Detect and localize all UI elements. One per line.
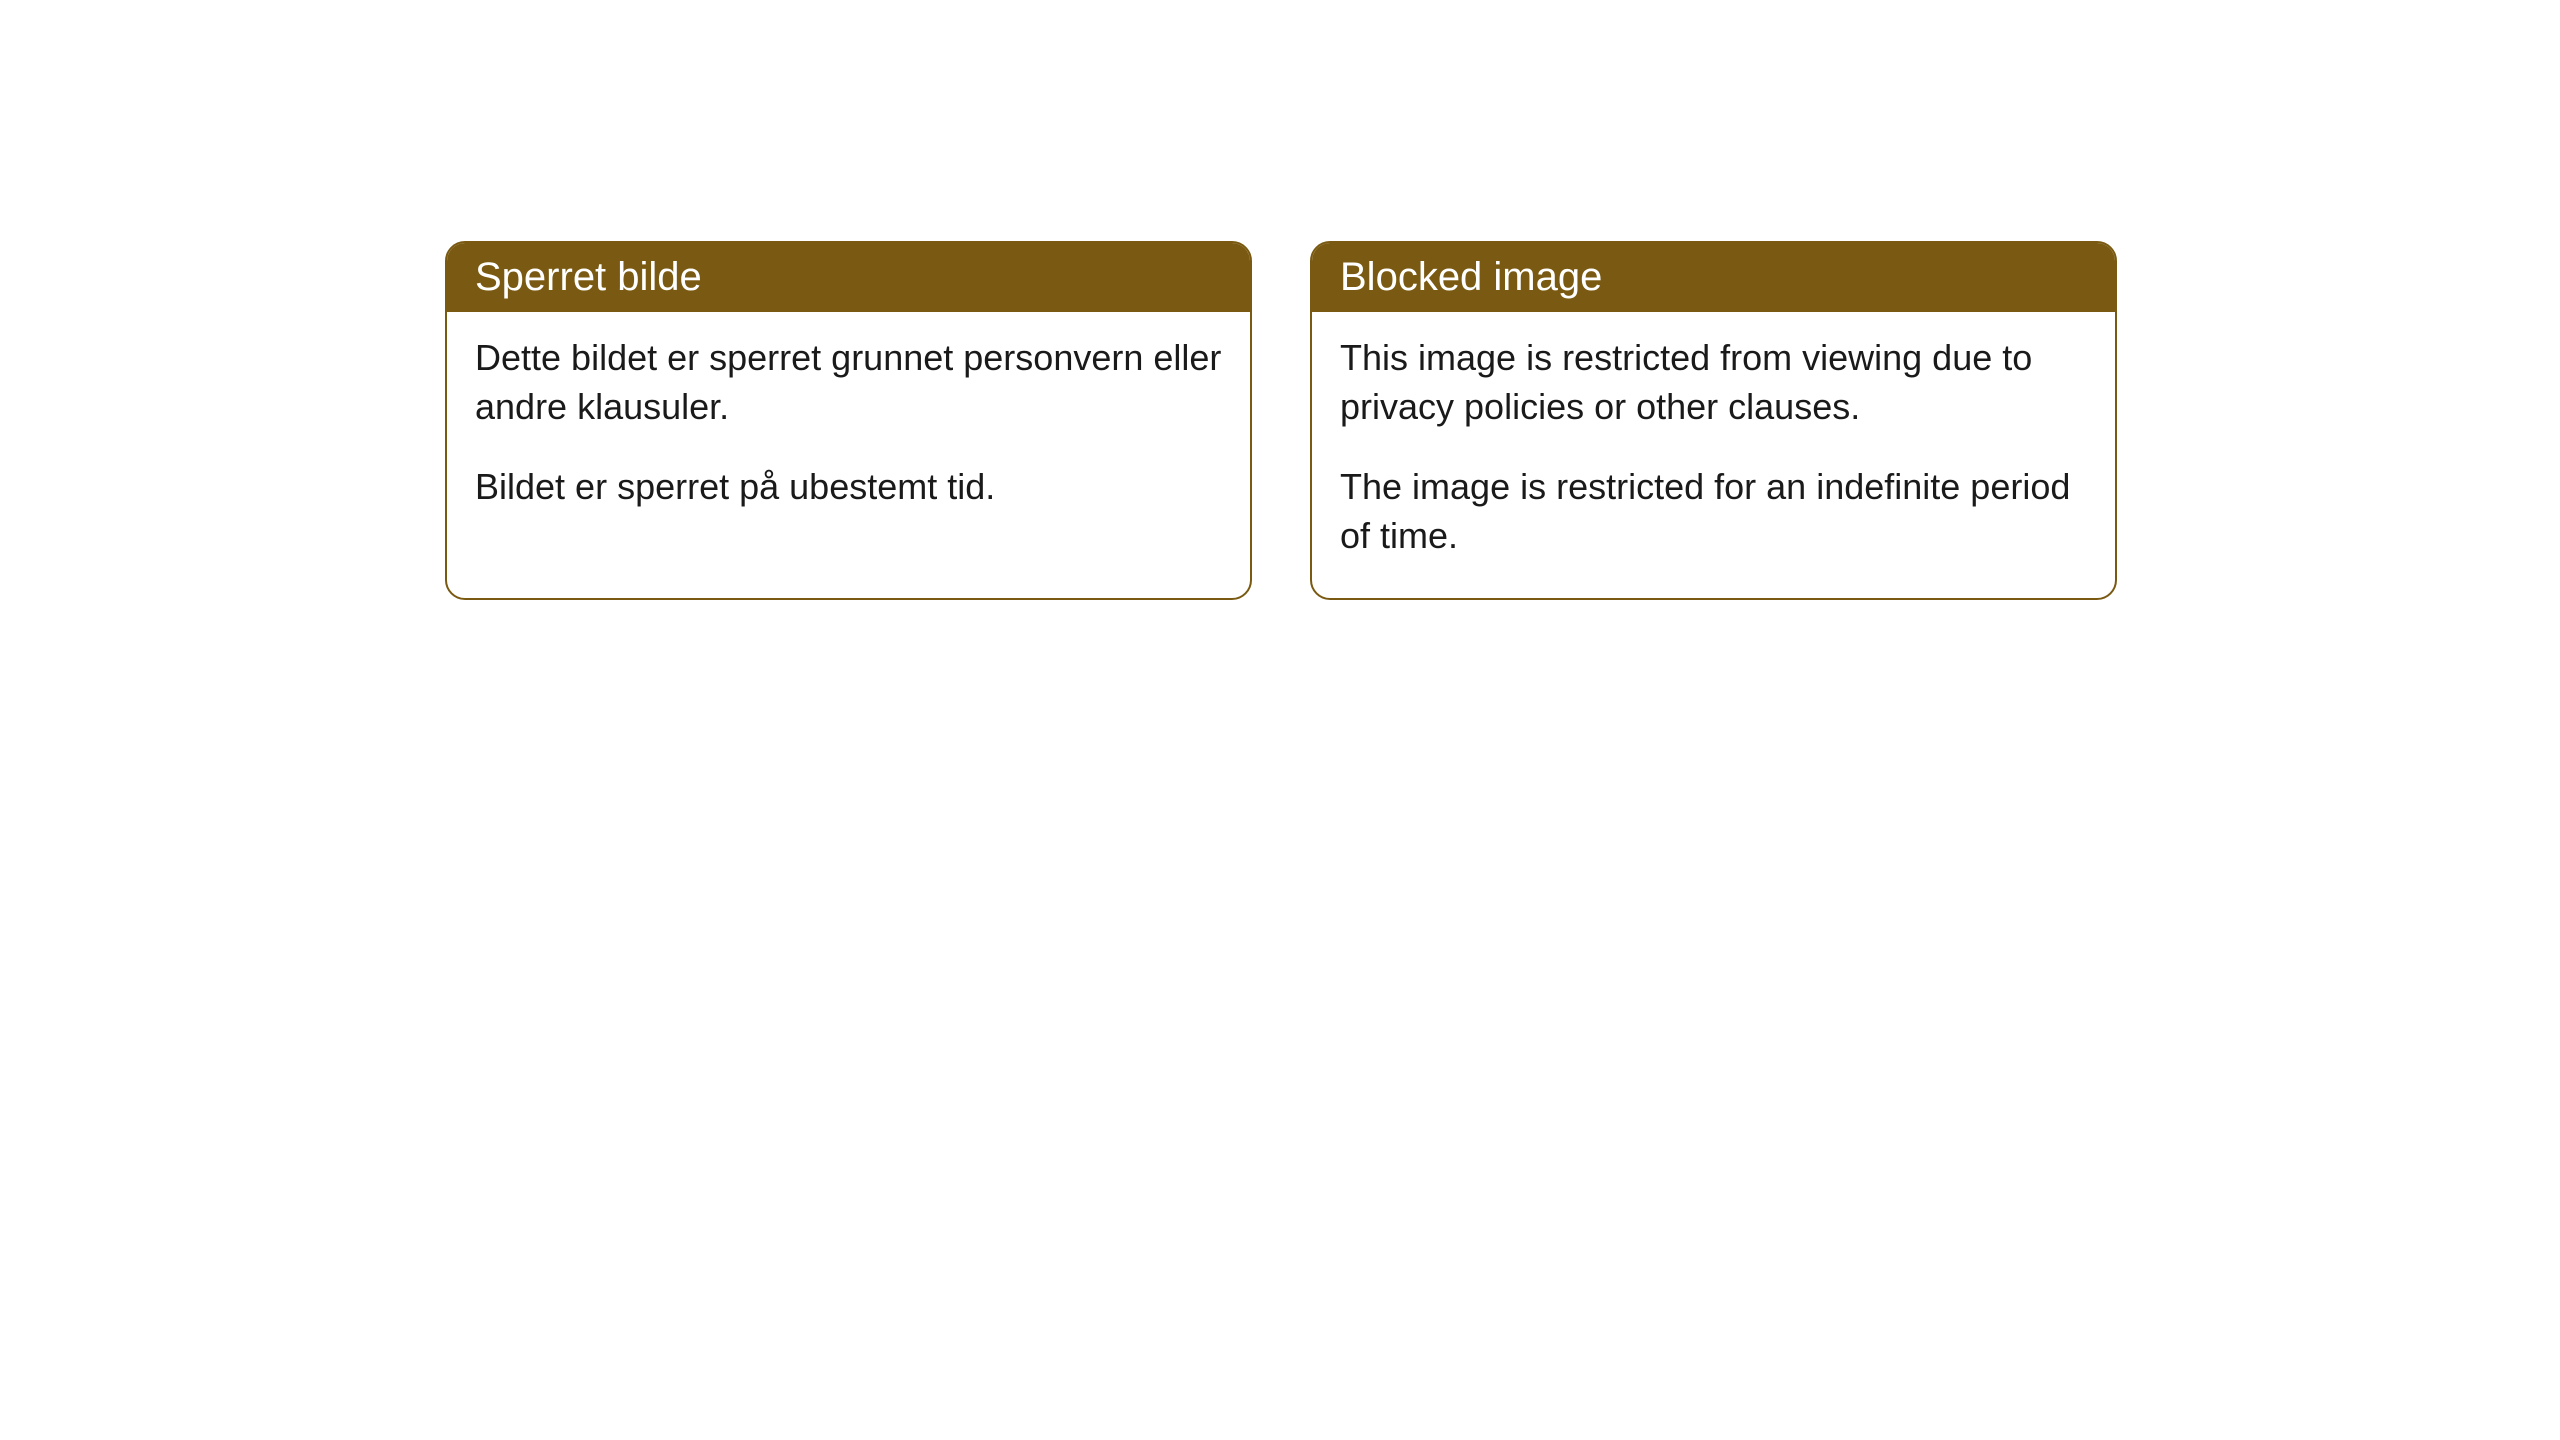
card-body-norwegian: Dette bildet er sperret grunnet personve… xyxy=(447,312,1250,550)
card-header-norwegian: Sperret bilde xyxy=(447,243,1250,312)
card-english: Blocked image This image is restricted f… xyxy=(1310,241,2117,600)
card-body-english: This image is restricted from viewing du… xyxy=(1312,312,2115,598)
card-para1-norwegian: Dette bildet er sperret grunnet personve… xyxy=(475,334,1222,431)
card-para1-english: This image is restricted from viewing du… xyxy=(1340,334,2087,431)
card-para2-norwegian: Bildet er sperret på ubestemt tid. xyxy=(475,463,1222,512)
card-para2-english: The image is restricted for an indefinit… xyxy=(1340,463,2087,560)
card-header-english: Blocked image xyxy=(1312,243,2115,312)
cards-container: Sperret bilde Dette bildet er sperret gr… xyxy=(0,0,2560,600)
card-norwegian: Sperret bilde Dette bildet er sperret gr… xyxy=(445,241,1252,600)
